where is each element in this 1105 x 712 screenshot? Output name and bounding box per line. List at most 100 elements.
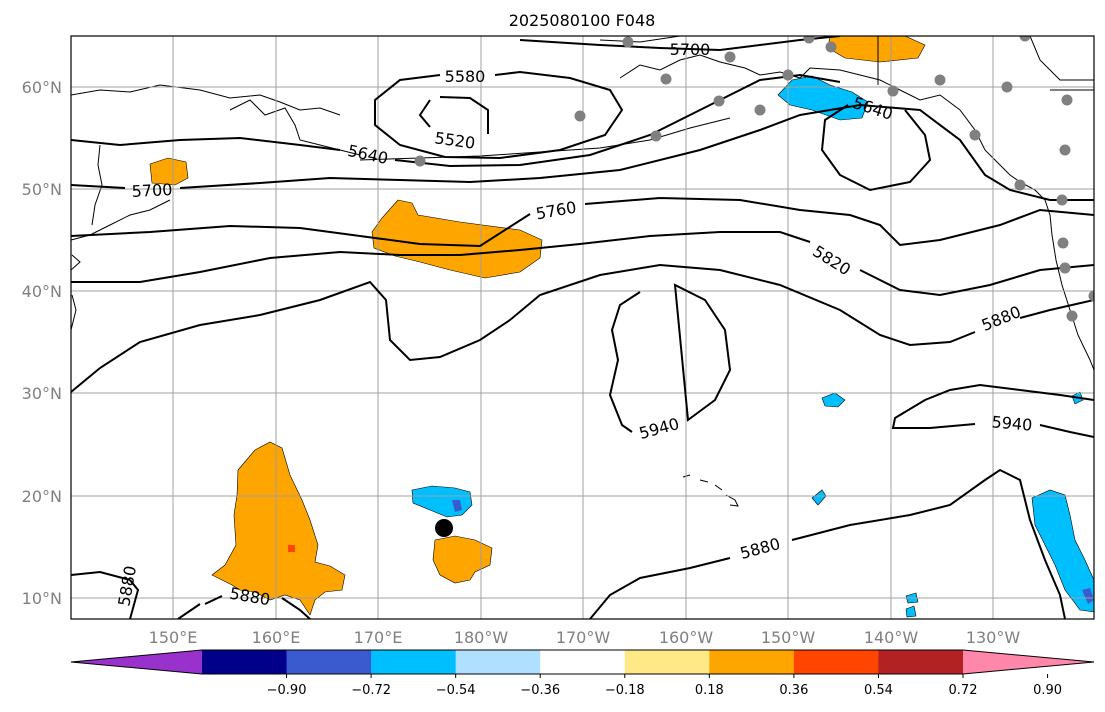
contour-5940-cell — [608, 283, 732, 433]
station-marker — [754, 104, 766, 116]
gridlines — [71, 36, 1094, 619]
station-marker — [1014, 179, 1026, 191]
station-marker — [1057, 237, 1069, 249]
contour-5940-east — [891, 383, 1094, 438]
station-marker — [934, 74, 946, 86]
colorbar-extend-low — [71, 650, 202, 674]
station-marker — [887, 85, 899, 97]
coastline-aleutians — [359, 117, 731, 161]
lon-tick-label: 170°E — [354, 628, 403, 647]
station-markers — [414, 36, 1094, 322]
colorbar-segment — [202, 650, 288, 674]
colorbar-tick-label: 0.90 — [1033, 683, 1062, 698]
lat-tick-label: 30°N — [22, 384, 62, 403]
station-marker — [713, 95, 725, 107]
station-marker — [782, 69, 794, 81]
colorbar: −0.90 −0.72 −0.54 −0.36 −0.18 0.18 0.36 0.54 0.7… — [70, 649, 1095, 698]
station-marker — [825, 41, 837, 53]
colorbar-segment — [793, 650, 879, 674]
colorbar-tick-label: −0.54 — [436, 683, 476, 698]
anomaly-patch-red-small — [288, 545, 295, 552]
lon-tick-label: 160°E — [252, 628, 301, 647]
contour-5520-low — [418, 96, 489, 134]
station-marker — [1056, 194, 1068, 206]
contour-5880-left — [129, 579, 140, 619]
colorbar-segment — [286, 650, 372, 674]
contour-5760 — [71, 196, 1094, 248]
station-marker — [622, 36, 634, 48]
coastline-asia — [71, 84, 341, 331]
station-marker — [650, 130, 662, 142]
colorbar-segment — [624, 650, 710, 674]
lon-tick-label: 180°W — [454, 628, 509, 647]
contour-5820 — [71, 231, 1094, 297]
anomaly-patch-orange-south-center — [432, 535, 493, 584]
station-marker — [1061, 94, 1073, 106]
station-marker — [660, 73, 672, 85]
station-marker — [1019, 36, 1031, 42]
coastline-alaska — [599, 36, 1036, 191]
contour-5700-west — [71, 103, 1094, 201]
center-marker — [435, 519, 453, 537]
anomaly-patch-blue-small-1 — [821, 392, 846, 408]
colorbar-segment — [371, 650, 457, 674]
colorbar-tick-label: 0.72 — [949, 683, 978, 698]
colorbar-segment — [455, 650, 541, 674]
anomaly-patch-orange-central-pacific — [371, 199, 543, 279]
colorbar-tick-label: 0.54 — [864, 683, 893, 698]
station-marker — [1059, 144, 1071, 156]
figure-title: 2025080100 F048 — [509, 11, 656, 30]
lon-tick-label: 150°W — [761, 628, 816, 647]
lon-tick-label: 130°W — [966, 628, 1021, 647]
lon-tick-labels: 150°E 160°E 170°E 180°W 170°W 160°W 150°… — [149, 628, 1021, 647]
colorbar-tick-label: −0.90 — [267, 683, 307, 698]
lat-tick-labels: 60°N 50°N 40°N 30°N 20°N 10°N — [22, 78, 62, 608]
height-contours — [71, 36, 1094, 619]
anomaly-patch-orange-west — [149, 157, 189, 186]
coastline-ne-pacific-border — [877, 36, 1094, 201]
map-frame — [70, 35, 1095, 620]
station-marker — [1059, 262, 1071, 274]
contour-label: 5700 — [131, 180, 173, 201]
station-marker — [724, 51, 736, 63]
colorbar-tick-label: −0.18 — [605, 683, 645, 698]
lon-tick-label: 150°E — [149, 628, 198, 647]
anomaly-shading — [149, 36, 1094, 618]
station-marker — [574, 110, 586, 122]
lat-tick-label: 50°N — [22, 180, 62, 199]
contour-5880-south — [589, 468, 1066, 619]
station-marker — [1088, 290, 1094, 302]
contour-label: 5940 — [991, 412, 1033, 434]
contour-5640-west — [71, 136, 341, 151]
contour-5640-gulf — [820, 104, 932, 192]
lat-tick-label: 40°N — [22, 282, 62, 301]
colorbar-segment — [709, 650, 795, 674]
colorbar-tick-label: 0.18 — [695, 683, 724, 698]
station-marker — [969, 129, 981, 141]
anomaly-patch-blue-small-5 — [905, 605, 917, 618]
station-marker — [1066, 310, 1078, 322]
lon-tick-label: 160°W — [659, 628, 714, 647]
lon-tick-label: 170°W — [556, 628, 611, 647]
anomaly-patch-blue-east — [1031, 489, 1094, 613]
colorbar-tick-label: −0.72 — [351, 683, 391, 698]
coastline-north-america — [1034, 189, 1094, 371]
contour-label: 5580 — [445, 67, 486, 86]
contour-5880-north — [71, 263, 1094, 393]
station-marker — [414, 155, 426, 167]
colorbar-segment — [540, 650, 626, 674]
anomaly-patch-darkblue-south-center — [452, 500, 462, 512]
station-marker — [1001, 81, 1013, 93]
contour-5580-low — [374, 70, 624, 160]
map-panel: 5700 5580 5520 5640 5700 5760 5640 5820 … — [70, 35, 1095, 620]
contour-5880-sw — [71, 570, 311, 619]
lon-tick-label: 140°W — [864, 628, 919, 647]
colorbar-segment — [878, 650, 964, 674]
colorbar-tick-label: −0.36 — [520, 683, 560, 698]
anomaly-patch-orange-big-south — [211, 441, 346, 616]
lat-tick-label: 60°N — [22, 78, 62, 97]
station-marker — [803, 36, 815, 44]
anomaly-patch-darkblue-east — [1082, 588, 1094, 604]
lat-tick-label: 20°N — [22, 487, 62, 506]
